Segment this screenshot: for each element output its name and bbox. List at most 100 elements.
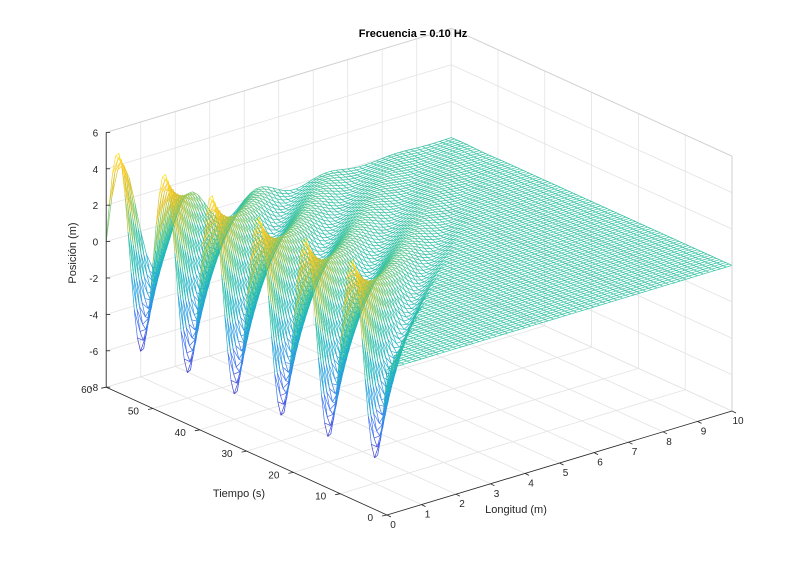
surface-mesh-line [410, 171, 414, 174]
surface-mesh-line [250, 233, 255, 245]
surface-mesh-line [400, 194, 405, 197]
surface-mesh-line [419, 344, 424, 348]
surface-mesh-line [393, 208, 397, 212]
surface-mesh-line [276, 372, 281, 396]
surface-mesh-line [354, 261, 359, 270]
surface-mesh-line [445, 278, 449, 281]
surface-mesh-line [292, 267, 297, 281]
surface-mesh-line [188, 300, 192, 320]
surface-mesh-line [407, 179, 412, 182]
surface-mesh-line [511, 312, 515, 315]
surface-mesh-line [534, 310, 539, 313]
surface-mesh-line [432, 324, 436, 327]
surface-mesh-line [389, 200, 394, 205]
surface-mesh-line [516, 301, 520, 304]
surface-mesh-line [224, 315, 229, 353]
surface-mesh-line [451, 307, 455, 310]
surface-mesh-line [392, 266, 396, 271]
surface-mesh-line [439, 275, 443, 278]
surface-mesh-line [336, 179, 341, 184]
surface-mesh-line [204, 212, 208, 223]
surface-mesh-line [407, 339, 411, 342]
surface-mesh-line [423, 350, 427, 354]
surface-mesh-line [326, 416, 331, 426]
surface-mesh-line [422, 311, 426, 314]
surface-mesh-line [313, 203, 317, 207]
surface-mesh-line [453, 294, 457, 297]
surface-mesh-line [467, 288, 471, 291]
surface-mesh-line [333, 172, 337, 176]
surface-mesh-line [528, 307, 533, 310]
surface-mesh-line [431, 227, 435, 232]
surface-mesh-line [397, 192, 401, 195]
surface-mesh-line [423, 276, 427, 279]
surface-mesh-line [424, 222, 429, 226]
surface-mesh-line [115, 152, 119, 157]
surface-mesh-line [435, 247, 440, 250]
surface-mesh-line [471, 324, 475, 327]
surface-mesh-line [472, 333, 476, 336]
surface-mesh-line [433, 307, 438, 310]
surface-mesh-line [141, 302, 146, 317]
surface-mesh-line [460, 285, 465, 288]
surface-mesh-line [489, 302, 493, 305]
surface-mesh-line [424, 308, 429, 311]
surface-mesh-line [416, 230, 421, 234]
surface-mesh-line [444, 213, 448, 217]
surface-mesh-line [427, 225, 432, 229]
surface-mesh-line [452, 316, 456, 319]
surface-mesh-line [486, 327, 490, 330]
surface-mesh-line [400, 267, 405, 274]
surface-mesh-line [238, 358, 243, 361]
surface-mesh-line [398, 328, 402, 335]
surface-mesh-line [384, 340, 389, 355]
surface-mesh-line [339, 276, 344, 289]
surface-mesh-line [502, 312, 506, 316]
surface-mesh-line [481, 307, 485, 310]
surface-mesh-line [441, 272, 446, 275]
back-wall-grid-line [106, 100, 452, 206]
surface-mesh-line [444, 185, 448, 188]
surface-mesh-line [492, 299, 496, 302]
surface-mesh-line [245, 233, 250, 246]
surface-mesh-line [509, 298, 514, 301]
surface-mesh-line [354, 229, 359, 232]
surface-mesh-line [287, 193, 291, 197]
surface-mesh-line [454, 200, 459, 204]
surface-mesh-line [439, 279, 444, 283]
surface-mesh-line [450, 323, 454, 327]
surface-mesh-line [202, 237, 207, 250]
surface-mesh-line [337, 288, 341, 303]
surface-mesh-line [515, 327, 520, 330]
surface-mesh-line [155, 195, 160, 226]
surface-mesh-line [503, 326, 508, 329]
surface-mesh-line [481, 338, 485, 341]
surface-mesh-line [363, 226, 367, 231]
surface-mesh-line [319, 209, 324, 214]
surface-mesh-line [200, 202, 205, 213]
surface-mesh-line [252, 214, 257, 223]
surface-mesh-line [532, 318, 537, 321]
surface-mesh-line [449, 314, 453, 317]
surface-mesh-line [390, 351, 395, 359]
surface-mesh-line [130, 272, 135, 311]
surface-mesh-line [320, 229, 325, 235]
surface-mesh-line [256, 199, 261, 205]
surface-mesh-line [483, 304, 488, 307]
surface-mesh-line [470, 289, 474, 292]
surface-mesh-line [405, 258, 409, 263]
surface-mesh-line [326, 230, 331, 235]
surface-mesh-line [372, 268, 376, 270]
surface-mesh-line [416, 262, 421, 268]
surface-mesh-line [420, 349, 424, 352]
surface-mesh-line [428, 236, 433, 240]
surface-mesh-line [397, 317, 402, 326]
surface-mesh-line [417, 157, 421, 160]
surface-mesh-line [284, 362, 289, 373]
surface-mesh-line [317, 217, 322, 223]
surface-mesh-line [192, 255, 197, 275]
surface-mesh-line [183, 358, 188, 373]
surface-mesh-line [393, 286, 398, 296]
surface-mesh-line [438, 270, 443, 273]
surface-mesh-line [352, 235, 357, 240]
